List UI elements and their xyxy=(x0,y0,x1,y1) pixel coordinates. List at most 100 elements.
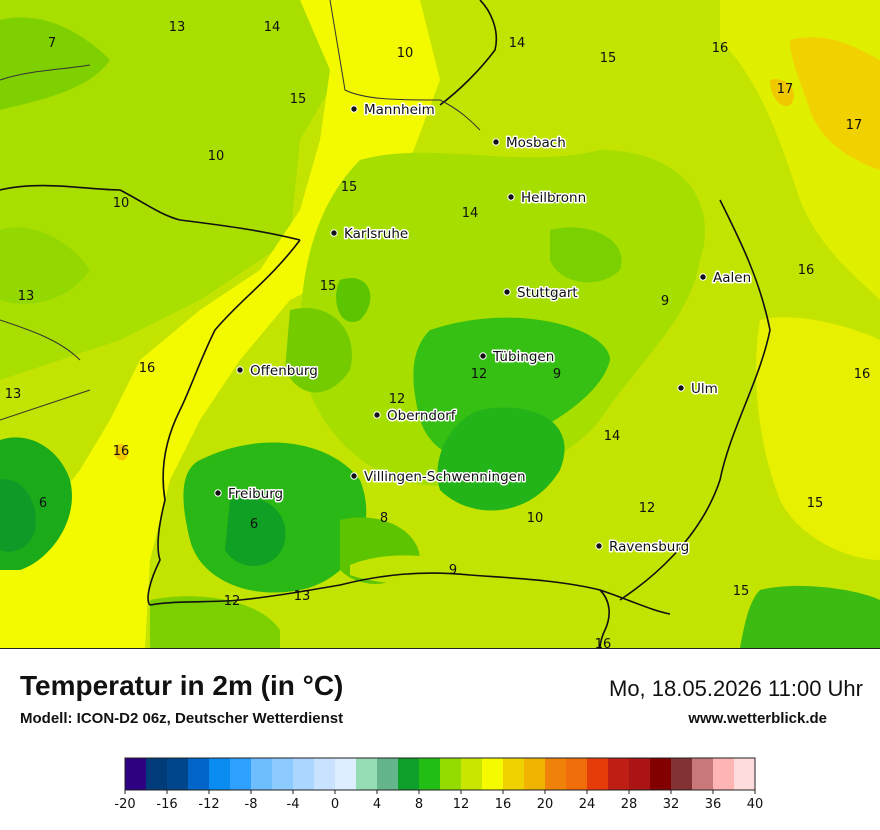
city-marker-icon xyxy=(479,352,487,360)
temperature-value: 12 xyxy=(224,594,241,609)
temperature-value: 15 xyxy=(807,496,824,511)
color-legend: -20 -16 -12 -8 -4 0 4 8 12 16 20 24 28 32 36 40 xyxy=(112,752,772,822)
city-marker-icon xyxy=(214,489,222,497)
temperature-value: 6 xyxy=(39,496,47,511)
legend-color-step xyxy=(482,758,504,790)
weather-map: 7 13 14 10 14 15 16 17 15 17 10 15 10 14 13 13 15 16 9 9 13 1… xyxy=(0,0,880,649)
city-label: Stuttgart xyxy=(517,285,578,301)
city-label: Freiburg xyxy=(228,486,283,502)
temp-zone-southeast xyxy=(756,317,880,560)
border-bavaria-north xyxy=(439,0,498,106)
temperature-value: 17 xyxy=(846,118,863,133)
city-markers: Mannheim Mosbach Heilbronn Karlsruhe Aalen St… xyxy=(214,101,753,557)
legend-color-step xyxy=(524,758,546,790)
legend-color-step xyxy=(713,758,735,790)
city-label: Mosbach xyxy=(506,135,566,151)
border-austria xyxy=(599,589,610,648)
temperature-value: 13 xyxy=(18,289,35,304)
temp-zone-warm-spot xyxy=(770,79,794,106)
legend-color-step xyxy=(293,758,315,790)
city-marker-icon xyxy=(595,542,603,550)
legend-tick-label: -12 xyxy=(198,797,219,812)
map-title: Temperatur in 2m (in °C) xyxy=(20,670,344,701)
temp-zone-south-1 xyxy=(150,596,280,648)
country-borders xyxy=(0,0,771,648)
legend-frame xyxy=(124,757,756,791)
temp-zone-nw xyxy=(0,0,335,380)
city-label: Mannheim xyxy=(364,102,435,118)
legend-color-step xyxy=(377,758,399,790)
city-label: Ulm xyxy=(691,381,718,397)
legend-color-step xyxy=(461,758,483,790)
legend-tick-label: -8 xyxy=(245,797,258,812)
legend-tick-label: -16 xyxy=(156,797,177,812)
temp-zone-w-mid xyxy=(0,227,90,304)
city-marker-icon xyxy=(330,229,338,237)
temp-zone-allgaeu xyxy=(740,585,880,648)
legend-tick-label: -4 xyxy=(287,797,300,812)
legend-tick-label: 8 xyxy=(415,797,423,812)
legend-color-step xyxy=(734,758,756,790)
legend-tick-label: 24 xyxy=(579,797,596,812)
legend-color-step xyxy=(587,758,609,790)
temperature-value: 16 xyxy=(798,263,815,278)
state-borders xyxy=(0,0,481,421)
legend-color-step xyxy=(608,758,630,790)
city-marker-icon xyxy=(677,384,685,392)
model-info: Modell: ICON-D2 06z, Deutscher Wetterdie… xyxy=(20,710,344,727)
border-hesse xyxy=(329,0,481,131)
border-rhine xyxy=(147,239,301,606)
temperature-value: 12 xyxy=(389,392,406,407)
legend-tick-label: 40 xyxy=(747,797,764,812)
temperature-value: 10 xyxy=(113,196,130,211)
legend-tick-label: 36 xyxy=(705,797,722,812)
temperature-value: 6 xyxy=(250,517,258,532)
legend-color-step xyxy=(209,758,231,790)
temp-zone-cool-2 xyxy=(336,278,371,322)
legend-color-step xyxy=(566,758,588,790)
temperature-value: 14 xyxy=(604,429,621,444)
legend-color-step xyxy=(125,758,147,790)
legend-color-step xyxy=(629,758,651,790)
temperature-value: 13 xyxy=(544,192,561,207)
city-label: Tübingen xyxy=(492,349,554,365)
border-alsace-1 xyxy=(0,319,81,361)
border-bavaria-east xyxy=(619,199,771,601)
legend-color-step xyxy=(146,758,168,790)
border-alsace-2 xyxy=(0,389,91,421)
temperature-labels: 7 13 14 10 14 15 16 17 15 17 10 15 10 14 13 13 15 16 9 9 13 1… xyxy=(5,20,871,648)
legend-color-step xyxy=(251,758,273,790)
temp-zone-alb-2 xyxy=(437,407,565,511)
temp-zone-blackforest-peak xyxy=(225,497,286,567)
temperature-map-svg: 7 13 14 10 14 15 16 17 15 17 10 15 10 14 13 13 15 16 9 9 13 1… xyxy=(0,0,880,648)
legend-color-step xyxy=(230,758,252,790)
temperature-value: 10 xyxy=(208,149,225,164)
temp-zone-vosges-peak xyxy=(0,479,36,552)
city-marker-icon xyxy=(350,105,358,113)
city-label: Offenburg xyxy=(250,363,318,379)
temp-zone-cool-1 xyxy=(285,308,352,393)
temperature-value: 16 xyxy=(712,41,729,56)
legend-color-step xyxy=(314,758,336,790)
city-label: Karlsruhe xyxy=(344,226,408,242)
legend-tick-label: 0 xyxy=(331,797,339,812)
temp-zone-cool-3 xyxy=(550,227,622,283)
temperature-value: 14 xyxy=(462,206,479,221)
temperature-value: 12 xyxy=(471,367,488,382)
temperature-value: 13 xyxy=(169,20,186,35)
temp-zone-warm-spot-2 xyxy=(114,443,128,461)
lake-constance xyxy=(350,555,610,623)
legend-color-step xyxy=(356,758,378,790)
legend-color-step xyxy=(692,758,714,790)
temperature-value: 14 xyxy=(264,20,281,35)
temperature-value: 16 xyxy=(113,444,130,459)
temperature-value: 15 xyxy=(320,279,337,294)
temperature-value: 15 xyxy=(733,584,750,599)
temperature-value: 16 xyxy=(854,367,871,382)
city-label: Oberndorf xyxy=(387,408,457,424)
legend-color-step xyxy=(671,758,693,790)
temperature-value: 13 xyxy=(5,387,22,402)
legend-color-step xyxy=(188,758,210,790)
forecast-datetime: Mo, 18.05.2026 11:00 Uhr xyxy=(609,676,863,701)
legend-color-step xyxy=(335,758,357,790)
